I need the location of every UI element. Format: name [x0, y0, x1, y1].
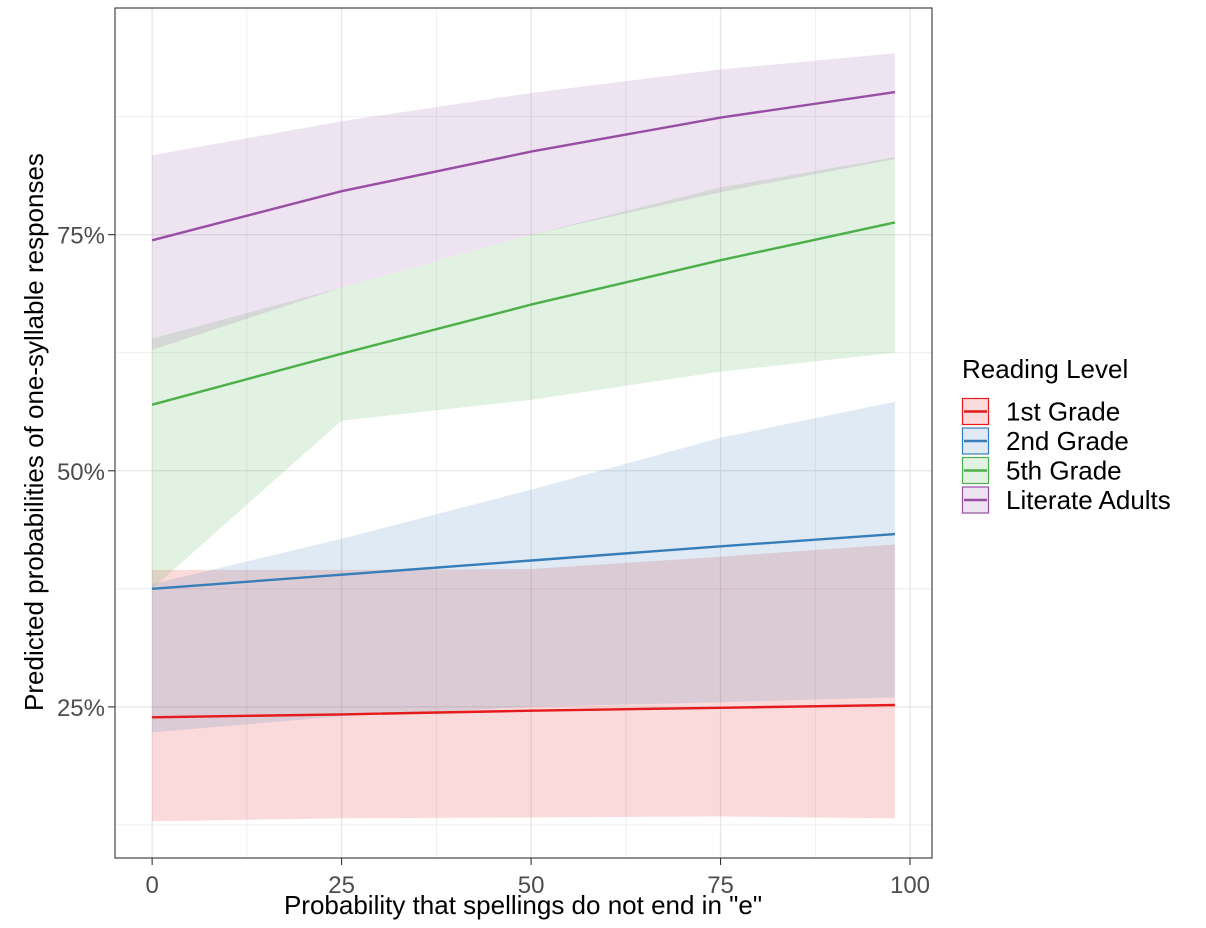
x-tick-label: 25 [328, 872, 355, 899]
line-2nd-grade [152, 532, 895, 590]
x-tick-label: 75 [707, 872, 734, 899]
series-lines [151, 90, 896, 719]
legend-item-5th-grade: 5th Grade [961, 456, 1122, 486]
confidence-ribbons [152, 53, 895, 822]
legend-label: 2nd Grade [1006, 426, 1129, 456]
y-axis-title: Predicted probabilities of one-syllable … [19, 153, 49, 711]
x-axis-title: Probability that spellings do not end in… [284, 890, 762, 920]
ribbon-literate-adults [152, 53, 895, 350]
legend-label: 5th Grade [1006, 456, 1122, 486]
plot-area [114, 7, 933, 859]
line-1st-grade [152, 703, 895, 719]
x-axis: 0 25 50 75 100 [145, 858, 930, 899]
y-axis: 25% 50% 75% [57, 223, 115, 722]
y-tick-label: 25% [57, 695, 105, 722]
panel-border [114, 7, 933, 859]
ribbon-1st-grade [152, 544, 895, 822]
y-tick-label: 50% [57, 459, 105, 486]
legend-label: Literate Adults [1006, 485, 1171, 515]
legend-label: 1st Grade [1006, 397, 1120, 427]
x-tick-label: 100 [890, 872, 930, 899]
line-5th-grade [151, 221, 896, 406]
y-tick-label: 75% [57, 223, 105, 250]
ribbon-5th-grade [152, 157, 895, 589]
x-tick-label: 0 [145, 872, 158, 899]
x-tick-label: 50 [518, 872, 545, 899]
legend-item-2nd-grade: 2nd Grade [961, 426, 1129, 456]
grid-lines [115, 8, 932, 858]
legend-item-literate-adults: Literate Adults [961, 485, 1171, 515]
line-literate-adults [151, 90, 896, 242]
legend-title: Reading Level [962, 354, 1128, 384]
ribbon-2nd-grade [152, 401, 895, 733]
legend-item-1st-grade: 1st Grade [961, 397, 1120, 427]
